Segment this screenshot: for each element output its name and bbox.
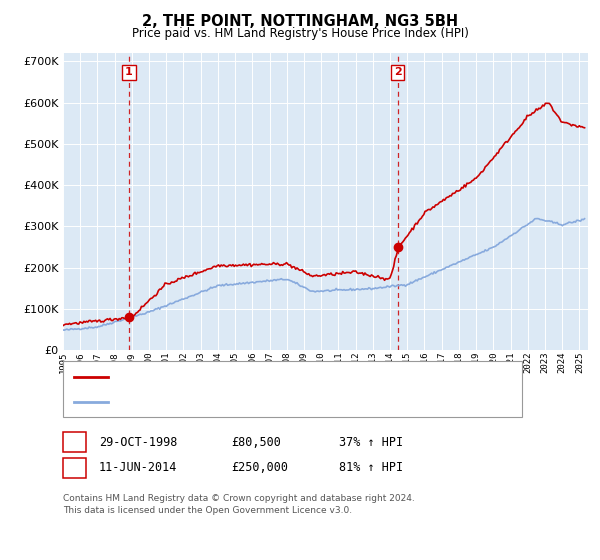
Text: 11-JUN-2014: 11-JUN-2014 [99,461,178,474]
Text: 2, THE POINT, NOTTINGHAM, NG3 5BH (detached house): 2, THE POINT, NOTTINGHAM, NG3 5BH (detac… [114,372,414,382]
Text: £80,500: £80,500 [231,436,281,449]
Text: 2: 2 [71,461,78,474]
Text: Price paid vs. HM Land Registry's House Price Index (HPI): Price paid vs. HM Land Registry's House … [131,27,469,40]
Text: 81% ↑ HPI: 81% ↑ HPI [339,461,403,474]
Text: 1: 1 [71,436,78,449]
Text: 37% ↑ HPI: 37% ↑ HPI [339,436,403,449]
Text: Contains HM Land Registry data © Crown copyright and database right 2024.
This d: Contains HM Land Registry data © Crown c… [63,494,415,515]
Text: 2: 2 [394,68,401,77]
Text: 29-OCT-1998: 29-OCT-1998 [99,436,178,449]
Text: 1: 1 [125,68,133,77]
Text: 2, THE POINT, NOTTINGHAM, NG3 5BH: 2, THE POINT, NOTTINGHAM, NG3 5BH [142,14,458,29]
Text: HPI: Average price, detached house, City of Nottingham: HPI: Average price, detached house, City… [114,396,438,407]
Text: £250,000: £250,000 [231,461,288,474]
